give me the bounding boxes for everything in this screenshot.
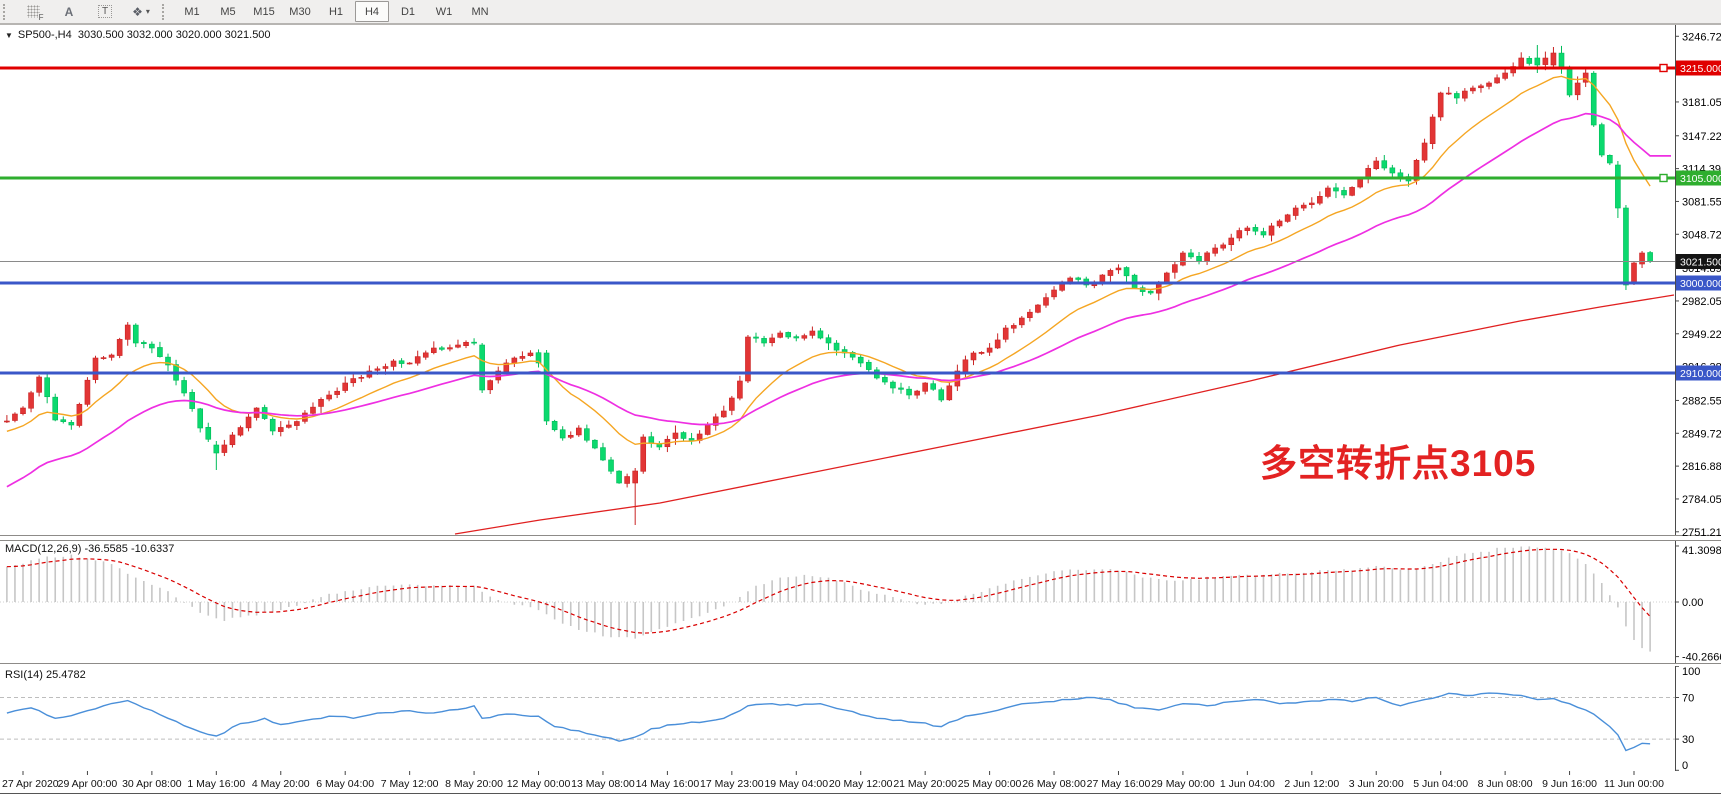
svg-text:9 Jun 16:00: 9 Jun 16:00 [1542,778,1597,790]
chart-collapse-icon[interactable]: ▼ [5,31,13,40]
svg-text:2910.000: 2910.000 [1680,368,1721,380]
toolbar-grip[interactable] [3,3,12,20]
svg-text:8 Jun 08:00: 8 Jun 08:00 [1478,778,1533,790]
drawing-tools-group: F A T ❖ ▾ [15,1,159,22]
shapes-tool-button[interactable]: ❖ ▾ [124,1,158,22]
timeframe-m5-button[interactable]: M5 [220,5,236,18]
timeframe-m15-button[interactable]: M15 [253,5,275,18]
macd-panel[interactable]: 41.3098 0.00 -40.2666 [0,540,1721,664]
svg-text:3147.225: 3147.225 [1682,131,1721,143]
svg-text:3 Jun 20:00: 3 Jun 20:00 [1349,778,1404,790]
toolbar: F A T ❖ ▾ M1 M5 M15 M30 H1 H4 D1 W1 MN [0,0,1721,24]
svg-text:0: 0 [1682,760,1688,772]
macd-values: -36.5585 -10.6337 [84,543,175,555]
svg-text:2751.215: 2751.215 [1682,527,1721,536]
svg-text:2849.720: 2849.720 [1682,428,1721,440]
svg-text:8 May 20:00: 8 May 20:00 [445,778,503,790]
svg-text:2982.055: 2982.055 [1682,296,1721,308]
grid-dots-icon: F [26,5,44,22]
svg-text:30: 30 [1682,734,1694,746]
timeframe-mn-button[interactable]: MN [471,5,489,18]
svg-text:20 May 12:00: 20 May 12:00 [829,778,893,790]
rsi-value: 25.4782 [45,669,86,681]
svg-text:27 Apr 2020: 27 Apr 2020 [2,778,59,790]
svg-text:2 Jun 12:00: 2 Jun 12:00 [1284,778,1339,790]
symbol-period-label: SP500-,H4 [17,29,72,41]
svg-text:25 May 00:00: 25 May 00:00 [958,778,1022,790]
timeframe-group: M1 M5 M15 M30 H1 H4 D1 W1 MN [174,1,498,22]
rsi-indicator-label: RSI(14) 25.4782 [5,669,86,681]
svg-text:41.3098: 41.3098 [1682,545,1721,557]
svg-text:3246.725: 3246.725 [1682,31,1721,43]
shapes-icon: ❖ [132,4,143,19]
timeframe-m1-button[interactable]: M1 [184,5,200,18]
svg-text:-40.2666: -40.2666 [1682,652,1721,664]
main-chart-panel[interactable]: 3246.7253181.0553147.2253114.3903081.555… [0,24,1721,536]
svg-text:3105.000: 3105.000 [1680,173,1721,185]
svg-text:70: 70 [1682,693,1694,705]
macd-name: MACD(12,26,9) [5,543,82,555]
time-axis: 27 Apr 2020 29 Apr 00:00 30 Apr 08:00 1 May… [0,771,1721,794]
chart-text-annotation[interactable]: 多空转折点3105 [1260,443,1537,484]
toolbar-grip-2[interactable] [162,3,171,20]
macd-indicator-label: MACD(12,26,9) -36.5585 -10.6337 [5,543,174,555]
svg-text:3000.000: 3000.000 [1680,278,1721,290]
svg-text:7 May 12:00: 7 May 12:00 [381,778,439,790]
rsi-name: RSI(14) [5,669,43,681]
timeframe-h4-button[interactable]: H4 [355,1,389,22]
timeframe-d1-button[interactable]: D1 [400,5,416,18]
rsi-panel[interactable]: 100 70 30 0 [0,666,1721,772]
timeframe-w1-button[interactable]: W1 [435,5,453,18]
svg-text:1 Jun 04:00: 1 Jun 04:00 [1220,778,1275,790]
svg-text:12 May 00:00: 12 May 00:00 [507,778,571,790]
svg-text:11 Jun 00:00: 11 Jun 00:00 [1604,778,1664,790]
svg-text:30 Apr 08:00: 30 Apr 08:00 [122,778,182,790]
ohlc-values: 3030.500 3032.000 3020.000 3021.500 [77,29,271,41]
timeframe-h1-button[interactable]: H1 [328,5,344,18]
svg-text:3081.555: 3081.555 [1682,196,1721,208]
chart-title: ▼ SP500-,H4 3030.500 3032.000 3020.000 30… [5,29,271,41]
svg-text:5 Jun 04:00: 5 Jun 04:00 [1413,778,1468,790]
svg-text:2816.885: 2816.885 [1682,461,1721,473]
label-tool-button[interactable]: A [52,1,86,22]
timeframe-m30-button[interactable]: M30 [289,5,311,18]
svg-text:3181.055: 3181.055 [1682,97,1721,109]
svg-text:100: 100 [1682,666,1700,678]
chart-grid-tool-button[interactable]: F [16,1,50,22]
text-tool-button[interactable]: T [88,1,122,22]
svg-text:14 May 16:00: 14 May 16:00 [636,778,700,790]
svg-text:29 Apr 00:00: 29 Apr 00:00 [58,778,118,790]
svg-text:27 May 16:00: 27 May 16:00 [1087,778,1151,790]
text-box-icon: T [97,5,113,18]
svg-text:21 May 20:00: 21 May 20:00 [893,778,957,790]
svg-text:3048.720: 3048.720 [1682,229,1721,241]
svg-text:3215.000: 3215.000 [1680,63,1721,75]
svg-text:2949.220: 2949.220 [1682,329,1721,341]
svg-text:19 May 04:00: 19 May 04:00 [764,778,828,790]
svg-text:4 May 20:00: 4 May 20:00 [252,778,310,790]
svg-text:3021.500: 3021.500 [1680,257,1721,269]
svg-text:2784.050: 2784.050 [1682,494,1721,506]
chevron-down-icon[interactable]: ▾ [145,7,150,16]
svg-text:13 May 08:00: 13 May 08:00 [571,778,635,790]
svg-text:26 May 08:00: 26 May 08:00 [1022,778,1086,790]
svg-text:0.00: 0.00 [1682,597,1703,609]
svg-text:1 May 16:00: 1 May 16:00 [187,778,245,790]
svg-text:2882.555: 2882.555 [1682,395,1721,407]
svg-text:29 May 00:00: 29 May 00:00 [1151,778,1215,790]
svg-text:17 May 23:00: 17 May 23:00 [700,778,764,790]
svg-text:6 May 04:00: 6 May 04:00 [316,778,374,790]
label-a-icon: A [64,4,74,19]
